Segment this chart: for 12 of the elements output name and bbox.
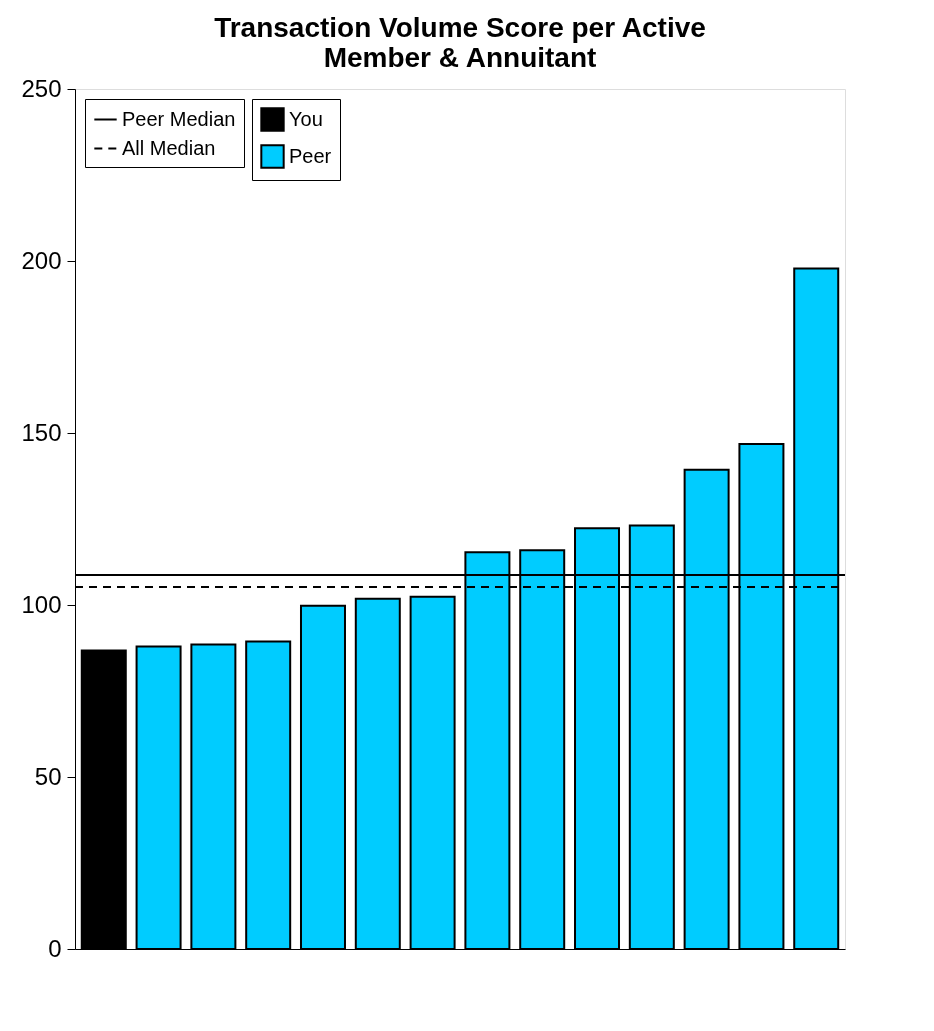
legend-label: All Median [122, 136, 216, 159]
text: Member & Annuitant [323, 42, 597, 73]
legend-label: Peer [289, 144, 332, 167]
y-tick-label: 100 [21, 590, 62, 618]
y-tick-label: 250 [21, 74, 62, 102]
y-tick-label: 50 [34, 762, 62, 790]
legend-label: Peer Median [122, 107, 236, 130]
y-tick-label: 200 [21, 246, 62, 274]
text: Transaction Volume Score per Active [214, 12, 706, 43]
legend-label: You [289, 107, 323, 130]
y-tick-label: 150 [21, 418, 62, 446]
y-tick-label: 0 [48, 934, 62, 962]
